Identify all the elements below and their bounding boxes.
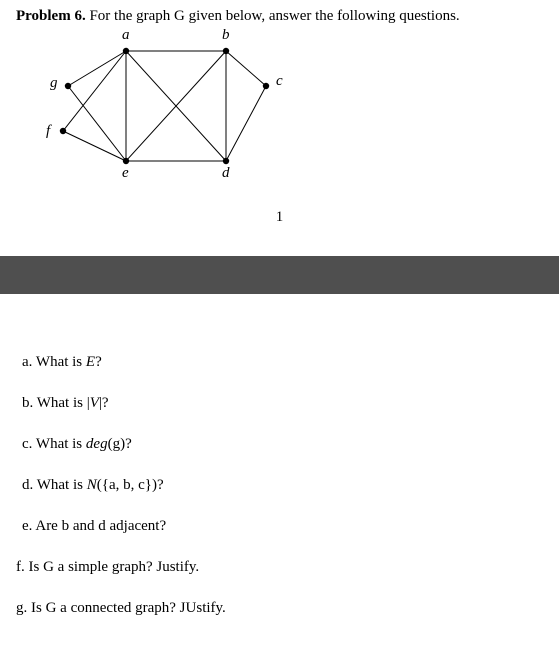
graph-svg [36, 31, 316, 191]
graph-node-a [123, 48, 129, 54]
graph-node-g [65, 83, 71, 89]
question-d-letter: d. [22, 477, 33, 493]
question-a-letter: a. [22, 354, 32, 370]
graph-edge [226, 51, 266, 86]
vertex-label-e: e [122, 165, 129, 182]
question-d: d. What is N({a, b, c})? [22, 477, 543, 494]
question-e-letter: e. [22, 518, 32, 534]
question-b-letter: b. [22, 395, 33, 411]
question-e: e. Are b and d adjacent? [22, 518, 543, 535]
graph-node-c [263, 83, 269, 89]
graph-node-d [223, 158, 229, 164]
questions-list: a. What is E? b. What is |V|? c. What is… [0, 294, 559, 657]
graph-figure: a b c d e f g [36, 31, 316, 191]
graph-edge [68, 51, 126, 86]
question-b: b. What is |V|? [22, 395, 543, 412]
problem-label: Problem 6. [16, 8, 86, 24]
top-section: Problem 6. For the graph G given below, … [0, 0, 559, 226]
question-g-text: Is G a connected graph? JUstify. [31, 600, 226, 616]
question-d-arg: ({a, b, c}) [97, 477, 157, 493]
vertex-label-g: g [50, 75, 58, 92]
page-number: 1 [16, 209, 543, 226]
vertex-label-d: d [222, 165, 230, 182]
problem-text: For the graph G given below, answer the … [89, 8, 459, 24]
question-f: f. Is G a simple graph? Justify. [16, 559, 543, 576]
vertex-label-c: c [276, 73, 283, 90]
question-c: c. What is deg(g)? [22, 436, 543, 453]
question-e-text: Are b and d adjacent? [35, 518, 166, 534]
question-c-before: What is [36, 436, 86, 452]
question-c-letter: c. [22, 436, 32, 452]
question-d-ital: N [87, 477, 97, 493]
question-a-after: ? [95, 354, 102, 370]
question-a-ital: E [86, 354, 95, 370]
graph-edge [63, 131, 126, 161]
graph-node-e [123, 158, 129, 164]
question-b-after: |? [99, 395, 109, 411]
question-g-letter: g. [16, 600, 27, 616]
question-b-before: What is | [37, 395, 90, 411]
question-a-before: What is [36, 354, 86, 370]
question-f-text: Is G a simple graph? Justify. [29, 559, 200, 575]
page: Problem 6. For the graph G given below, … [0, 0, 559, 657]
vertex-label-b: b [222, 27, 230, 44]
question-d-after: ? [157, 477, 164, 493]
separator-bar [0, 256, 559, 294]
question-f-letter: f. [16, 559, 25, 575]
graph-node-b [223, 48, 229, 54]
problem-title: Problem 6. For the graph G given below, … [16, 8, 543, 25]
graph-edge [226, 86, 266, 161]
vertex-label-f: f [46, 123, 50, 140]
graph-edge [68, 86, 126, 161]
question-a: a. What is E? [22, 354, 543, 371]
graph-node-f [60, 128, 66, 134]
question-c-after: ? [125, 436, 132, 452]
question-g: g. Is G a connected graph? JUstify. [16, 600, 543, 617]
question-b-ital: V [90, 395, 99, 411]
question-c-arg: (g) [108, 436, 126, 452]
question-c-ital: deg [86, 436, 108, 452]
vertex-label-a: a [122, 27, 130, 44]
question-d-before: What is [37, 477, 87, 493]
